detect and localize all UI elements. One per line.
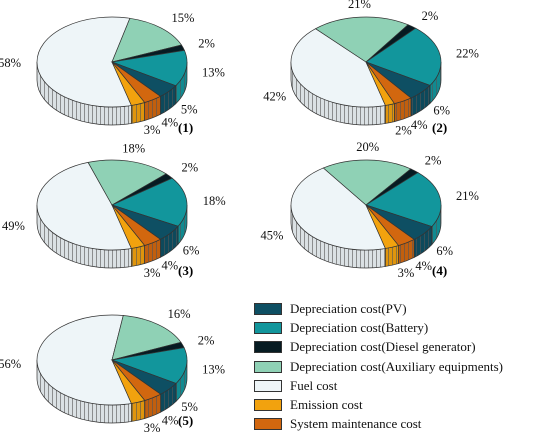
pie-5-value-label: 4% <box>162 414 179 428</box>
pie-1-value-label: 3% <box>144 123 161 137</box>
legend-label: System maintenance cost <box>290 416 422 432</box>
pie-4-value-label: 4% <box>415 259 432 273</box>
pie-5-label: (5) <box>178 413 193 428</box>
pie-2-slice-1 <box>365 27 442 86</box>
pie-1-value-label: 4% <box>162 116 179 130</box>
pie-2-value-label: 21% <box>348 0 371 11</box>
pie-5-slice-1 <box>110 347 188 384</box>
legend-label: Depreciation cost(PV) <box>290 300 407 316</box>
pie-3-slice-5 <box>111 204 146 249</box>
pie-5-slice-3 <box>111 315 182 361</box>
pie-4-slice-5 <box>365 204 400 249</box>
pie-3-value-label: 18% <box>122 142 145 156</box>
pie-3-side-5 <box>131 245 145 267</box>
pie-4: 45% 20% 2% 21% 6% 4%3% (4) <box>260 140 478 280</box>
legend-entry: Depreciation cost(Diesel generator) <box>254 338 546 357</box>
pie-1-value-label: 5% <box>181 102 198 116</box>
legend-entry: System maintenance cost <box>254 415 546 434</box>
pie-3-label: (3) <box>178 263 193 278</box>
pie-2-value-label: 22% <box>456 46 479 60</box>
pie-4-slice-4 <box>290 167 386 251</box>
pie-3-slice-1 <box>111 177 188 227</box>
pie-2-label: (2) <box>432 120 447 135</box>
pie-4-value-label: 6% <box>436 244 453 258</box>
pie-1-slice-1 <box>110 49 188 87</box>
pie-5-value-label: 16% <box>168 307 191 321</box>
legend-entry: Fuel cost <box>254 376 546 395</box>
pie-1-value-label: 15% <box>171 11 194 25</box>
legend-swatch <box>254 418 282 431</box>
legend-entry: Depreciation cost(Auxiliary equipments) <box>254 357 546 376</box>
pie-5-value-label: 5% <box>181 400 198 414</box>
legend-entry: Emission cost <box>254 395 546 414</box>
pie-3-slice-4 <box>36 161 132 251</box>
pie-3-value-label: 49% <box>2 219 25 233</box>
pie-4-value-label: 3% <box>398 266 415 280</box>
pie-4-slice-1 <box>365 172 442 227</box>
legend-swatch <box>254 321 282 334</box>
pie-1-side-5 <box>131 102 145 124</box>
pie-4-slice-3 <box>322 159 412 206</box>
pie-5-slice-4 <box>36 314 132 406</box>
legend-entry: Depreciation cost(Battery) <box>254 318 546 337</box>
legend-swatch <box>254 302 282 315</box>
pie-4-value-label: 20% <box>356 140 379 154</box>
legend: Depreciation cost(PV) Depreciation cost(B… <box>254 299 546 434</box>
pie-3-value-label: 18% <box>203 194 226 208</box>
pie-5-slice-5 <box>111 359 146 404</box>
pie-5-value-label: 56% <box>0 357 21 371</box>
pie-1-slice-5 <box>111 61 146 106</box>
legend-entry: Depreciation cost(PV) <box>254 299 546 318</box>
pie-1: 58% 15% 2% 13% 5%4%3% (1) <box>0 11 225 137</box>
pie-2: 42%21%2%22%6%4%2% (2) <box>263 0 479 138</box>
pie-5-value-label: 13% <box>202 363 225 377</box>
pie-2-slice-5 <box>365 61 395 106</box>
pie-2-value-label: 2% <box>395 124 412 138</box>
pie-1-slice-4 <box>36 16 132 108</box>
pie-3-value-label: 4% <box>162 259 179 273</box>
pie-4-value-label: 21% <box>456 189 479 203</box>
legend-label: Fuel cost <box>290 377 338 393</box>
pie-2-side-5 <box>385 103 395 124</box>
legend-swatch <box>254 399 282 412</box>
pie-2-value-label: 2% <box>422 9 439 23</box>
legend-label: Depreciation cost(Battery) <box>290 319 429 335</box>
pie-4-value-label: 45% <box>260 228 283 242</box>
pie-4-value-label: 2% <box>425 154 442 168</box>
pie-5-value-label: 2% <box>198 334 215 348</box>
legend-swatch <box>254 341 282 354</box>
pie-3-slice-3 <box>87 159 167 206</box>
pie-2-slice-4 <box>290 28 386 108</box>
pie-3: 49% 18% 2% 18% 6% 4%3% (3) <box>2 142 226 280</box>
pie-1-value-label: 2% <box>198 37 215 51</box>
pie-4-side-5 <box>385 245 399 267</box>
pie-5-value-label: 3% <box>144 421 161 435</box>
pie-5: 56% 16% 2% 13% 5%4%3% (5) <box>0 307 225 435</box>
pie-3-value-label: 2% <box>182 161 199 175</box>
pie-1-slice-3 <box>111 17 183 63</box>
legend-label: Depreciation cost(Diesel generator) <box>290 339 476 355</box>
pie-1-value-label: 13% <box>202 66 225 80</box>
pie-1-label: (1) <box>178 120 193 135</box>
legend-swatch <box>254 360 282 373</box>
pie-2-value-label: 4% <box>411 118 428 132</box>
legend-swatch <box>254 379 282 392</box>
pie-3-value-label: 3% <box>144 266 161 280</box>
pie-2-slice-3 <box>314 16 409 63</box>
pie-3-value-label: 6% <box>183 244 200 258</box>
pie-2-value-label: 42% <box>263 90 286 104</box>
pie-1-value-label: 58% <box>0 56 21 70</box>
pie-2-value-label: 6% <box>433 104 450 118</box>
legend-label: Depreciation cost(Auxiliary equipments) <box>290 358 503 374</box>
pie-4-label: (4) <box>432 263 447 278</box>
legend-label: Emission cost <box>290 397 363 413</box>
pie-5-side-5 <box>131 400 146 422</box>
